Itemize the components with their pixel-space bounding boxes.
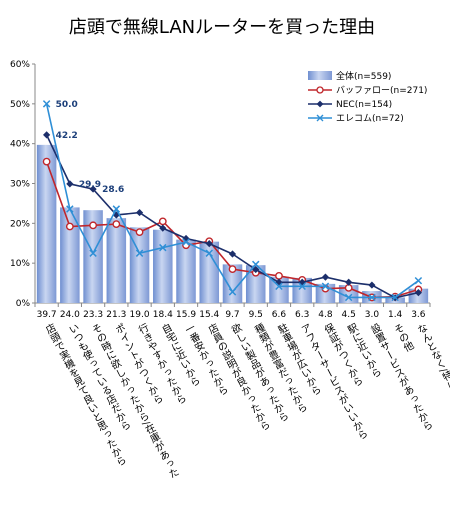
- bar-value-label: 9.5: [249, 310, 263, 320]
- bar: [60, 207, 80, 303]
- data-label: 28.6: [102, 185, 124, 195]
- line-marker: [205, 249, 213, 257]
- line-marker: [89, 221, 97, 230]
- y-tick-label: 20%: [10, 219, 30, 229]
- line-marker: [159, 224, 167, 232]
- bar-value-label: 3.0: [365, 310, 380, 320]
- line-marker: [112, 220, 121, 229]
- line-marker: [89, 249, 97, 257]
- bar: [36, 144, 57, 303]
- legend-label: エレコム(n=72): [336, 113, 404, 124]
- line-marker: [228, 288, 237, 296]
- bar-value-label: 24.0: [60, 310, 80, 320]
- bar-value-label: 39.7: [37, 310, 57, 320]
- line-marker: [321, 273, 330, 281]
- y-tick-label: 10%: [10, 259, 30, 269]
- line-marker: [252, 260, 260, 269]
- line-marker: [135, 249, 144, 257]
- line-marker: [368, 281, 376, 289]
- line-marker: [228, 265, 237, 274]
- x-category-label: その他: [390, 322, 415, 355]
- bar: [153, 229, 173, 303]
- bar-value-label: 1.4: [388, 310, 403, 320]
- line-marker: [252, 265, 260, 274]
- bar: [222, 264, 243, 303]
- line-marker: [344, 293, 353, 302]
- legend-label: NEC(n=154): [336, 100, 392, 110]
- bar-value-label: 3.6: [411, 310, 426, 320]
- bar-value-label: 4.8: [318, 310, 333, 320]
- chart-title: 店頭で無線LANルーターを買った理由: [69, 17, 375, 38]
- y-tick-label: 30%: [10, 180, 30, 190]
- bar-value-label: 18.4: [153, 310, 173, 320]
- bar: [83, 210, 103, 303]
- bar: [245, 265, 266, 303]
- line-marker: [112, 205, 121, 213]
- line-marker: [43, 131, 51, 139]
- line-marker: [275, 282, 283, 291]
- legend-swatch: [308, 71, 332, 80]
- bar-value-label: 6.6: [272, 310, 287, 320]
- line-marker: [275, 272, 283, 280]
- line-marker: [368, 293, 376, 302]
- bar-value-label: 15.4: [199, 310, 219, 320]
- bar-value-label: 23.3: [83, 310, 103, 320]
- line-marker: [391, 293, 399, 302]
- bar: [269, 276, 289, 303]
- line-marker: [42, 157, 51, 166]
- line-marker: [414, 289, 422, 297]
- line-marker: [135, 228, 144, 236]
- line-marker: [66, 205, 74, 213]
- bar-value-label: 19.0: [130, 310, 150, 320]
- bar-value-label: 9.7: [225, 310, 239, 320]
- legend-label: バッファロー(n=271): [336, 85, 427, 96]
- line-marker: [321, 282, 330, 291]
- data-label: 29.9: [79, 180, 101, 190]
- line-marker: [345, 278, 353, 286]
- legend-label: 全体(n=559): [336, 70, 391, 82]
- line-marker: [414, 276, 423, 285]
- bar-value-label: 6.3: [295, 310, 309, 320]
- y-tick-label: 0%: [16, 299, 31, 309]
- line-marker: [89, 185, 97, 193]
- legend: 全体(n=559) バッファロー(n=271) NEC(n=154) エレコム(n=7…: [308, 70, 427, 124]
- data-label: 42.2: [56, 131, 78, 141]
- bar-value-label: 21.3: [106, 310, 126, 320]
- line-marker: [182, 238, 190, 246]
- line-marker: [65, 222, 74, 231]
- bar-value-label: 4.5: [342, 310, 356, 320]
- legend-marker: [316, 86, 324, 94]
- y-tick-label: 60%: [10, 60, 30, 70]
- line-marker: [228, 250, 237, 258]
- line-marker: [158, 217, 167, 226]
- bar: [129, 227, 150, 303]
- bar: [292, 277, 312, 303]
- y-tick-label: 50%: [10, 100, 30, 110]
- line-marker: [159, 243, 167, 252]
- data-label: 50.0: [56, 100, 78, 110]
- line-marker: [298, 278, 306, 286]
- bar: [199, 241, 220, 303]
- line-marker: [205, 240, 213, 248]
- line-marker: [66, 180, 74, 188]
- bar-value-label: 15.9: [176, 310, 196, 320]
- line-marker: [42, 100, 51, 108]
- bar: [106, 218, 127, 303]
- line-marker: [298, 282, 306, 291]
- line-marker: [135, 208, 144, 217]
- y-tick-label: 40%: [10, 140, 30, 150]
- legend-marker: [316, 114, 324, 122]
- bar: [176, 239, 196, 303]
- legend-marker: [316, 100, 324, 108]
